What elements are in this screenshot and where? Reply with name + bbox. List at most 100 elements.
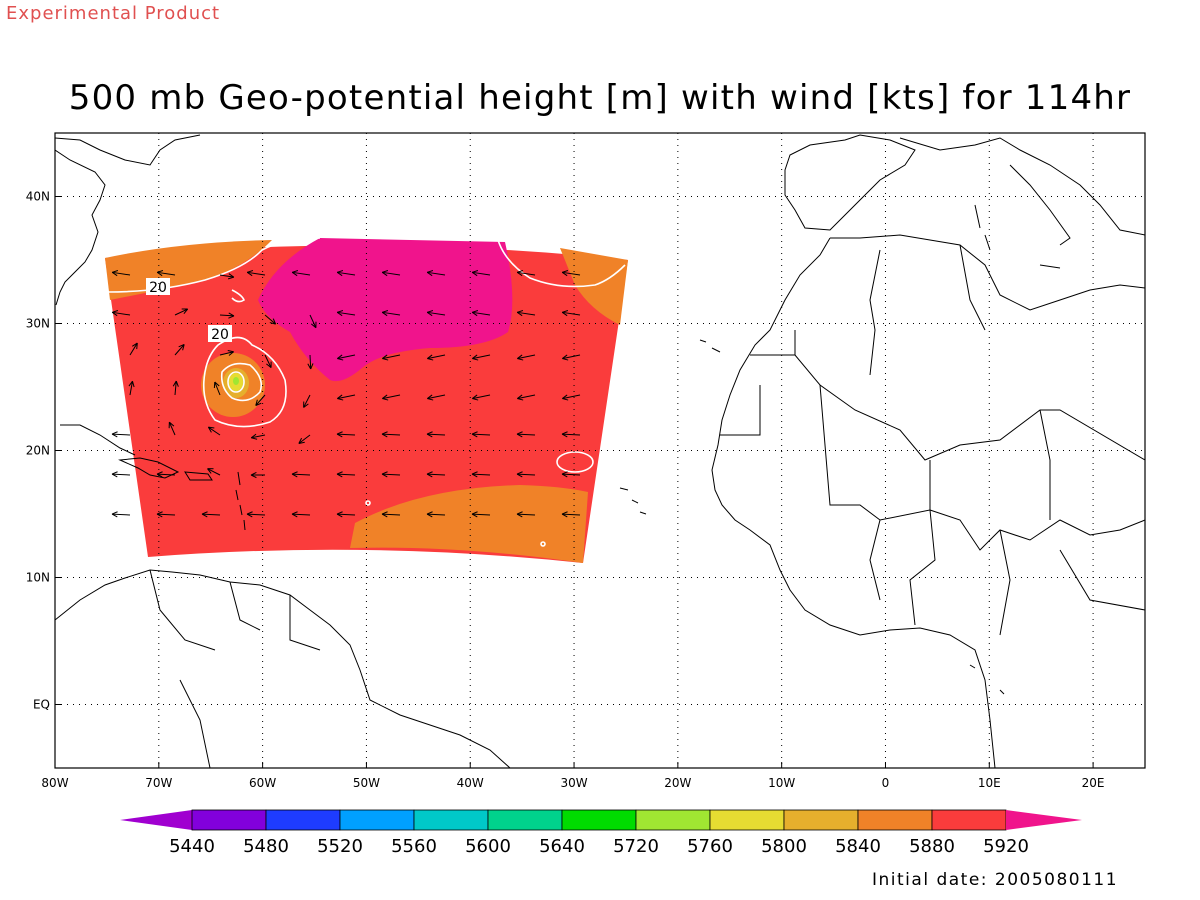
- lon-tick-label: 10W: [768, 776, 795, 790]
- coastline-north-america: [55, 134, 201, 306]
- lat-tick-label: 40N: [26, 190, 50, 204]
- wind-arrow: [516, 511, 536, 518]
- wind-arrow: [427, 394, 446, 401]
- wind-arrow: [561, 431, 581, 438]
- lon-tick-label: 50W: [353, 776, 380, 790]
- wind-contour-label-1: 20: [146, 278, 170, 296]
- chart-title: 500 mb Geo-potential height [m] with win…: [68, 78, 1132, 118]
- wind-contour-east: [556, 451, 594, 473]
- lon-tick-label: 30W: [560, 776, 587, 790]
- coastline-africa-west: [711, 237, 996, 768]
- colorbar-level-label: 5720: [613, 836, 659, 857]
- colorbar-box: [339, 809, 415, 831]
- wind-arrow: [207, 426, 221, 436]
- lat-tick-label: 30N: [26, 317, 50, 331]
- wind-arrow: [156, 270, 176, 277]
- wind-arrow: [471, 471, 491, 478]
- wind-arrow: [337, 394, 356, 401]
- wind-arrow: [298, 434, 311, 444]
- wind-arrow: [250, 433, 266, 440]
- lon-tick-label: 70W: [145, 776, 172, 790]
- height-band-above-5920: [258, 238, 513, 382]
- height-field: [105, 238, 628, 563]
- wind-arrow: [336, 471, 356, 478]
- height-band-5840-5880-northeast: [560, 248, 628, 325]
- wind-arrow: [336, 431, 356, 438]
- wind-arrow: [336, 511, 356, 518]
- coastline-gulf-of-guinea-islands: [969, 664, 1005, 695]
- wind-arrow: [219, 349, 234, 356]
- lat-tick-label: EQ: [33, 698, 50, 712]
- wind-arrow: [561, 270, 581, 277]
- wind-arrow: [562, 394, 581, 401]
- wind-arrow: [201, 511, 221, 518]
- colorbar-level-label: 5920: [983, 836, 1029, 857]
- wind-contour-north-small: [231, 289, 245, 303]
- border-africa-2: [819, 384, 1145, 551]
- border-south-america: [149, 569, 321, 768]
- wind-arrow: [246, 511, 266, 518]
- wind-arrow: [427, 354, 446, 361]
- wind-arrow: [128, 380, 135, 396]
- wind-arrow: [471, 431, 491, 438]
- lon-tick-label: 10E: [978, 776, 1001, 790]
- lon-tick-label: 20E: [1082, 776, 1105, 790]
- wind-arrow: [381, 270, 401, 277]
- wind-arrow: [174, 343, 185, 356]
- wind-arrow: [382, 354, 401, 361]
- wind-arrow: [381, 471, 401, 478]
- wind-arrow: [516, 471, 536, 478]
- coastline-south-america: [55, 569, 511, 768]
- wind-arrow: [472, 394, 491, 401]
- colorbar-level-label: 5520: [317, 836, 363, 857]
- wind-contour-vortex-outer: [202, 336, 287, 428]
- colorbar: 5440 5480 5520 5560 5600 5640 5720 5760 5800 5840…: [120, 809, 1082, 857]
- wind-arrow: [168, 421, 176, 436]
- wind-arrow: [246, 270, 266, 277]
- lon-tick-label: 80W: [41, 776, 68, 790]
- wind-arrow: [291, 270, 311, 277]
- wind-arrow: [172, 380, 179, 396]
- colorbar-level-label: 5440: [169, 836, 215, 857]
- colorbar-box: [857, 809, 933, 831]
- coastline-canary-cape-verde: [619, 339, 721, 515]
- wind-arrow: [307, 354, 314, 370]
- lon-tick-label: 60W: [249, 776, 276, 790]
- wind-arrow: [471, 511, 491, 518]
- coastline-europe: [899, 137, 1145, 246]
- wind-arrow: [426, 270, 446, 277]
- border-africa-3: [869, 409, 1145, 636]
- wind-arrow: [337, 354, 356, 361]
- wind-arrow: [426, 511, 446, 518]
- wind-arrow: [472, 354, 491, 361]
- wind-arrow: [291, 471, 311, 478]
- coastlines: [55, 134, 1145, 768]
- svg-text:20: 20: [149, 280, 167, 296]
- wind-arrow: [111, 511, 131, 518]
- coastline-iberia: [784, 134, 916, 231]
- colorbar-arrow-low: [120, 810, 192, 830]
- wind-arrow: [381, 511, 401, 518]
- wind-arrow: [219, 312, 235, 319]
- colorbar-level-label: 5560: [391, 836, 437, 857]
- wind-arrow: [336, 310, 356, 317]
- wind-arrow: [561, 511, 581, 518]
- wind-arrow: [561, 471, 581, 478]
- wind-contour-label-2: 20: [208, 325, 232, 343]
- border-africa-1: [750, 354, 1145, 461]
- lon-tick-label: 40W: [457, 776, 484, 790]
- wind-arrow: [336, 270, 356, 277]
- wind-arrow: [426, 471, 446, 478]
- colorbar-box: [265, 809, 341, 831]
- border-africa-4: [720, 244, 986, 436]
- wind-arrow: [291, 511, 311, 518]
- lon-tick-label: 20W: [664, 776, 691, 790]
- wind-arrow: [264, 314, 277, 325]
- wind-arrow: [517, 394, 536, 401]
- colorbar-box: [413, 809, 489, 831]
- initial-date: Initial date: 2005080111: [872, 870, 1119, 890]
- wind-arrow: [111, 431, 131, 438]
- wind-arrow: [111, 270, 131, 277]
- experimental-product-label: Experimental Product: [6, 3, 221, 24]
